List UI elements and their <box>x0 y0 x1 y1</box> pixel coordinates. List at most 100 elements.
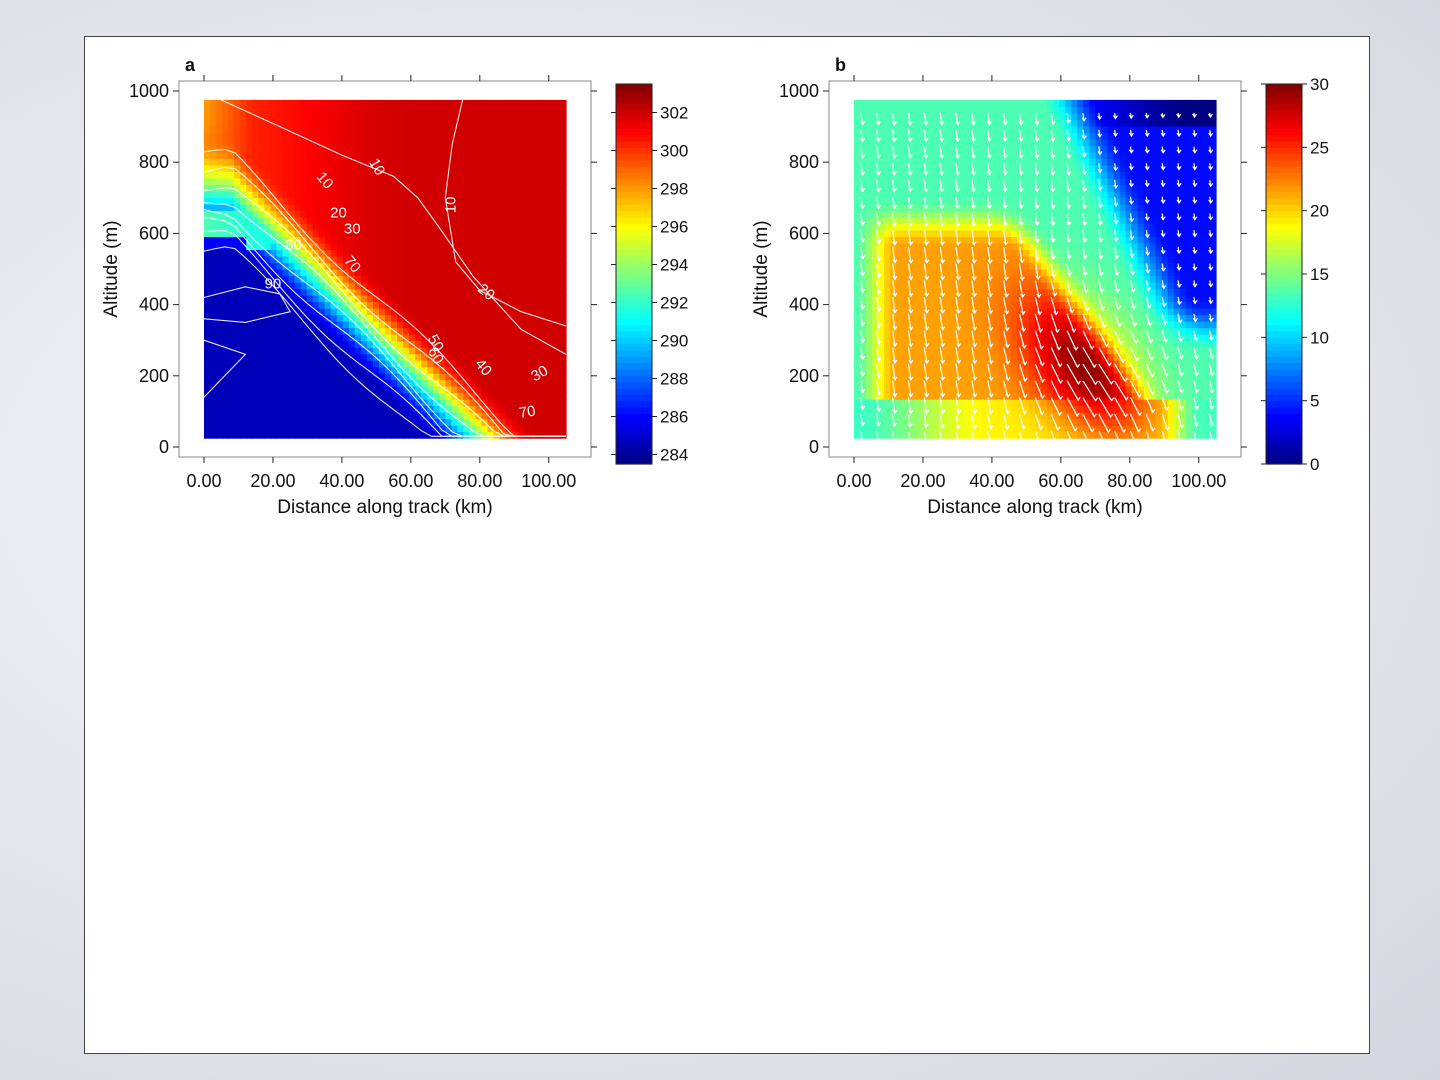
heatmap-cell <box>1016 425 1024 433</box>
heatmap-cell <box>1028 184 1036 192</box>
heatmap-cell <box>974 262 982 270</box>
heatmap-cell <box>968 269 976 277</box>
heatmap-cell <box>986 295 994 303</box>
heatmap-cell <box>409 412 416 420</box>
heatmap-cell <box>499 399 507 407</box>
heatmap-cell <box>986 418 994 426</box>
heatmap-cell <box>992 125 1000 134</box>
heatmap-cell <box>860 295 867 303</box>
heatmap-cell <box>1028 392 1036 400</box>
heatmap-cell <box>896 379 903 387</box>
heatmap-cell <box>451 184 458 192</box>
heatmap-cell <box>962 327 970 335</box>
heatmap-cell <box>228 242 235 251</box>
heatmap-cell <box>878 112 885 121</box>
heatmap-cell <box>342 197 350 205</box>
heatmap-cell <box>1010 340 1018 348</box>
heatmap-cell <box>505 347 513 355</box>
heatmap-cell <box>366 197 374 205</box>
heatmap-cell <box>884 216 891 225</box>
heatmap-cell <box>228 392 235 400</box>
heatmap-cell <box>529 138 537 147</box>
heatmap-cell <box>246 282 253 290</box>
heatmap-cell <box>493 106 501 114</box>
colorbar-step <box>616 356 652 364</box>
heatmap-cell <box>372 216 380 225</box>
heatmap-cell <box>366 418 374 426</box>
heatmap-cell <box>914 418 921 426</box>
heatmap-cell <box>336 184 344 192</box>
heatmap-cell <box>330 229 338 238</box>
heatmap-cell <box>1028 106 1036 114</box>
heatmap-cell <box>511 132 519 140</box>
heatmap-cell <box>264 255 271 264</box>
heatmap-cell <box>348 151 356 160</box>
heatmap-cell <box>252 425 259 433</box>
heatmap-cell <box>336 203 344 212</box>
heatmap-cell <box>1047 216 1054 225</box>
heatmap-cell <box>391 425 398 433</box>
heatmap-cell <box>439 99 446 107</box>
heatmap-cell <box>324 288 332 296</box>
heatmap-cell <box>517 171 525 179</box>
heatmap-cell <box>210 373 217 381</box>
heatmap-cell <box>547 405 555 413</box>
heatmap-cell <box>294 190 302 199</box>
heatmap-cell <box>415 119 422 127</box>
heatmap-cell <box>469 314 477 322</box>
heatmap-cell <box>980 321 988 329</box>
heatmap-cell <box>511 353 519 361</box>
heatmap-cell <box>986 106 994 114</box>
heatmap-cell <box>246 366 253 374</box>
heatmap-cell <box>541 236 549 244</box>
heatmap-cell <box>1004 99 1012 107</box>
heatmap-cell <box>421 158 428 166</box>
heatmap-cell <box>445 229 452 238</box>
heatmap-cell <box>360 288 368 296</box>
heatmap-cell <box>1035 340 1042 348</box>
heatmap-cell <box>926 308 934 316</box>
heatmap-cell <box>324 229 332 238</box>
heatmap-cell <box>926 392 934 400</box>
heatmap-cell <box>451 236 458 244</box>
heatmap-cell <box>324 392 332 400</box>
heatmap-cell <box>300 399 308 407</box>
heatmap-cell <box>252 282 259 290</box>
heatmap-cell <box>878 236 885 244</box>
heatmap-cell <box>300 412 308 420</box>
heatmap-cell <box>385 125 392 134</box>
heatmap-cell <box>354 353 362 361</box>
heatmap-cell <box>475 308 483 316</box>
heatmap-cell <box>246 210 253 218</box>
heatmap-cell <box>270 210 277 218</box>
heatmap-cell <box>475 197 483 205</box>
heatmap-cell <box>282 132 290 140</box>
heatmap-cell <box>553 138 561 147</box>
heatmap-cell <box>998 223 1006 231</box>
heatmap-cell <box>860 249 867 257</box>
heatmap-cell <box>950 295 958 303</box>
heatmap-cell <box>475 418 483 426</box>
heatmap-cell <box>469 269 477 277</box>
heatmap-cell <box>956 236 964 244</box>
heatmap-cell <box>872 327 879 335</box>
heatmap-cell <box>541 412 549 420</box>
heatmap-cell <box>914 138 921 147</box>
heatmap-cell <box>433 223 440 231</box>
heatmap-cell <box>360 399 368 407</box>
heatmap-cell <box>1035 353 1042 361</box>
heatmap-cell <box>920 379 927 387</box>
heatmap-cell <box>391 164 398 173</box>
heatmap-cell <box>222 295 229 303</box>
heatmap-cell <box>330 275 338 283</box>
heatmap-cell <box>878 321 885 329</box>
heatmap-cell <box>1035 106 1042 114</box>
heatmap-cell <box>391 366 398 374</box>
heatmap-cell <box>385 106 392 114</box>
heatmap-cell <box>986 242 994 251</box>
heatmap-cell <box>493 223 501 231</box>
heatmap-cell <box>372 269 380 277</box>
heatmap-cell <box>348 119 356 127</box>
heatmap-cell <box>354 282 362 290</box>
heatmap-cell <box>324 242 332 251</box>
